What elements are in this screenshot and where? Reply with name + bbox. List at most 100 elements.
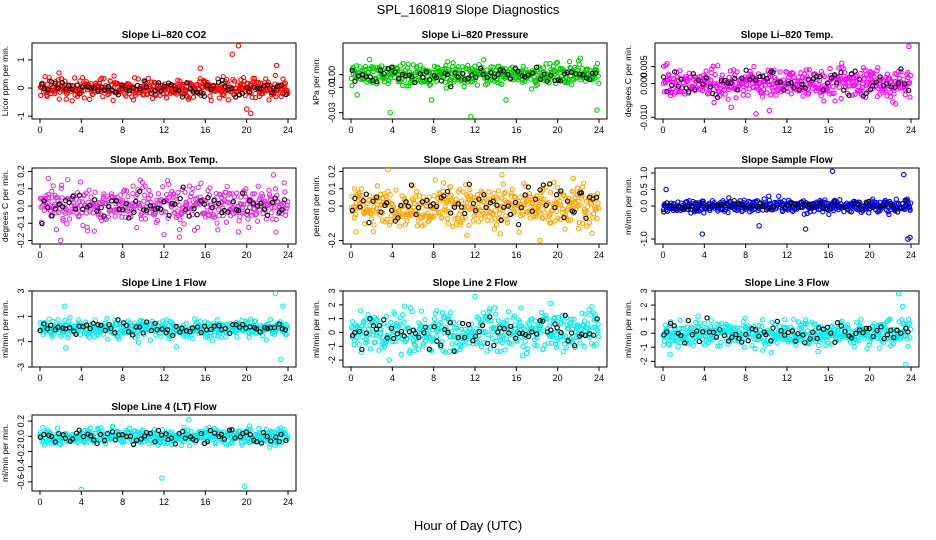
- data-point: [589, 325, 595, 331]
- data-point: [371, 204, 377, 210]
- data-point: [588, 201, 595, 207]
- reference-point: [661, 209, 667, 215]
- data-point: [447, 184, 454, 190]
- panel-title: Slope Line 1 Flow: [122, 278, 207, 289]
- data-point: [487, 305, 493, 312]
- data-point: [768, 349, 774, 356]
- data-point: [282, 80, 289, 86]
- data-point: [509, 341, 515, 347]
- data-point: [537, 208, 543, 214]
- data-point: [761, 196, 767, 202]
- reference-point: [785, 203, 792, 209]
- data-point: [142, 192, 148, 198]
- data-point: [209, 338, 215, 344]
- data-point: [392, 311, 398, 317]
- x-tick-label: 24: [594, 373, 604, 383]
- reference-point: [707, 84, 714, 90]
- data-point: [449, 70, 455, 76]
- data-point: [487, 77, 493, 83]
- reference-point: [187, 86, 194, 92]
- data-point: [579, 66, 586, 72]
- reference-point: [73, 331, 79, 337]
- data-point: [874, 68, 880, 74]
- data-point: [486, 308, 492, 314]
- reference-point: [177, 329, 183, 335]
- data-point: [362, 221, 368, 227]
- reference-point: [66, 199, 72, 206]
- data-point: [71, 192, 77, 199]
- reference-point: [700, 81, 706, 87]
- data-point: [443, 63, 449, 69]
- reference-point: [743, 331, 749, 338]
- data-point: [50, 183, 56, 189]
- data-point: [853, 319, 860, 325]
- reference-point: [779, 202, 785, 208]
- reference-point: [505, 71, 511, 78]
- data-point: [456, 67, 463, 73]
- data-point: [412, 342, 418, 348]
- reference-point: [754, 203, 760, 210]
- reference-point: [378, 209, 384, 215]
- reference-point: [52, 206, 58, 212]
- reference-point: [95, 88, 101, 94]
- data-point: [784, 327, 791, 333]
- data-point: [439, 214, 445, 220]
- data-point: [886, 211, 892, 218]
- data-point: [207, 333, 213, 339]
- panel-y-label: ml/min per min.: [623, 177, 633, 235]
- reference-point: [795, 204, 802, 211]
- reference-point: [874, 327, 880, 334]
- data-point: [820, 209, 826, 215]
- data-point: [146, 187, 152, 194]
- data-point: [118, 192, 124, 198]
- data-point: [383, 313, 389, 320]
- data-point: [445, 58, 451, 65]
- data-point: [560, 349, 566, 355]
- data-point: [165, 215, 171, 221]
- data-point: [595, 321, 601, 327]
- reference-point: [94, 208, 100, 214]
- data-point: [60, 217, 66, 224]
- outlier-point: [248, 110, 254, 117]
- data-point: [803, 67, 810, 73]
- data-point: [255, 183, 261, 189]
- data-point: [254, 218, 261, 224]
- data-point: [421, 221, 428, 227]
- data-point: [722, 91, 728, 97]
- reference-point: [108, 325, 114, 332]
- reference-point: [102, 327, 108, 334]
- reference-point: [87, 202, 93, 209]
- reference-point: [229, 85, 235, 92]
- data-point: [474, 212, 480, 218]
- data-point: [81, 95, 88, 101]
- outlier-point: [428, 97, 435, 103]
- reference-point: [661, 332, 667, 338]
- outlier-point: [895, 291, 902, 297]
- data-point: [349, 83, 355, 89]
- data-point: [489, 335, 495, 341]
- reference-point: [729, 334, 735, 340]
- data-point: [231, 194, 237, 200]
- x-tick-label: 4: [390, 125, 395, 135]
- reference-point: [187, 329, 193, 335]
- data-point: [450, 319, 457, 325]
- x-tick-label: 8: [431, 250, 436, 260]
- reference-point: [834, 80, 840, 86]
- y-tick-label: -2: [639, 357, 649, 365]
- data-point: [249, 191, 256, 197]
- data-point: [42, 73, 48, 80]
- data-point: [520, 63, 526, 69]
- data-point: [283, 331, 290, 338]
- data-point: [905, 343, 911, 349]
- outlier-point: [503, 97, 509, 103]
- reference-point: [170, 332, 176, 339]
- reference-point: [168, 82, 174, 88]
- reference-point: [859, 206, 865, 212]
- reference-point: [577, 71, 583, 77]
- data-point: [374, 317, 381, 324]
- data-point: [49, 188, 55, 194]
- panel-4: Slope Amb. Box Temp.degrees C per min.0 4…: [0, 155, 297, 260]
- data-point: [554, 59, 561, 65]
- data-point: [55, 316, 61, 323]
- data-point: [54, 194, 60, 200]
